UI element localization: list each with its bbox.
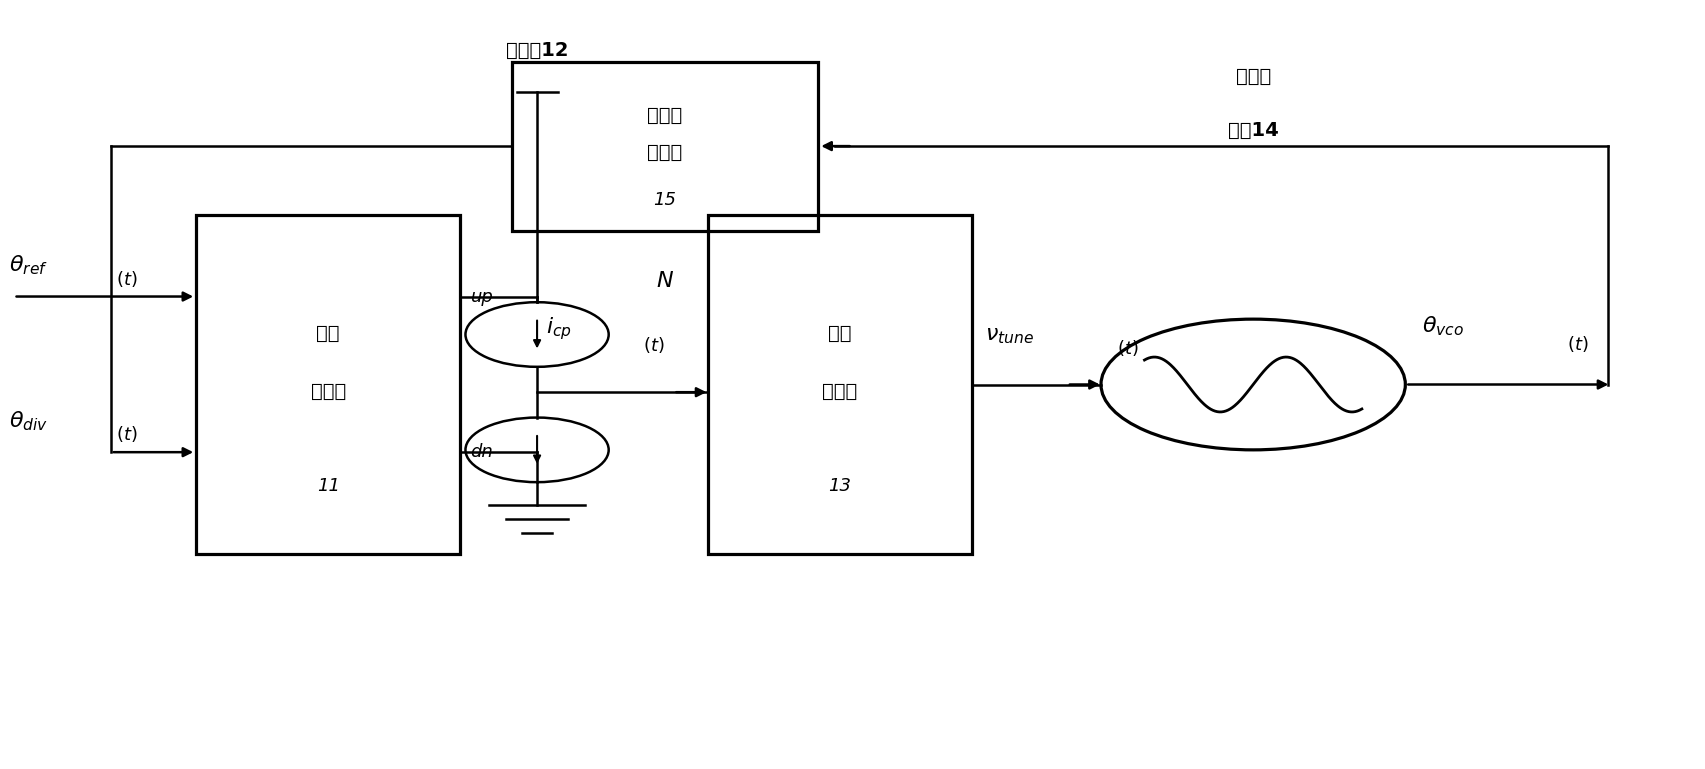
- Text: 电荷泵12: 电荷泵12: [506, 41, 568, 59]
- Text: 荡器14: 荡器14: [1228, 122, 1279, 140]
- Text: 11: 11: [317, 477, 339, 495]
- Text: $(t)$: $(t)$: [1567, 334, 1589, 354]
- Text: $(t)$: $(t)$: [643, 335, 665, 355]
- Text: up: up: [471, 288, 493, 305]
- Text: $(t)$: $(t)$: [1117, 338, 1139, 358]
- Text: 鉴频: 鉴频: [317, 325, 339, 343]
- Text: $\theta_{vco}$: $\theta_{vco}$: [1422, 315, 1465, 338]
- Text: 鉴相器: 鉴相器: [310, 381, 346, 401]
- Text: $i_{cp}$: $i_{cp}$: [546, 315, 571, 342]
- Text: 可编程: 可编程: [648, 106, 682, 125]
- Text: $(t)$: $(t)$: [116, 269, 138, 289]
- Text: 15: 15: [653, 191, 677, 209]
- Bar: [512, 62, 818, 231]
- Text: $\theta_{div}$: $\theta_{div}$: [9, 409, 48, 433]
- Text: dn: dn: [471, 443, 493, 461]
- Bar: [708, 215, 972, 554]
- Text: $N$: $N$: [656, 271, 673, 291]
- Text: 分频器: 分频器: [648, 143, 682, 162]
- Text: 环路: 环路: [829, 325, 851, 343]
- Text: $\theta_{ref}$: $\theta_{ref}$: [9, 254, 48, 278]
- Text: 滤波器: 滤波器: [822, 381, 858, 401]
- Text: 13: 13: [829, 477, 851, 495]
- Text: 压控振: 压控振: [1236, 68, 1270, 86]
- Bar: [196, 215, 460, 554]
- Text: $(t)$: $(t)$: [116, 424, 138, 444]
- Text: $\nu_{tune}$: $\nu_{tune}$: [985, 326, 1035, 346]
